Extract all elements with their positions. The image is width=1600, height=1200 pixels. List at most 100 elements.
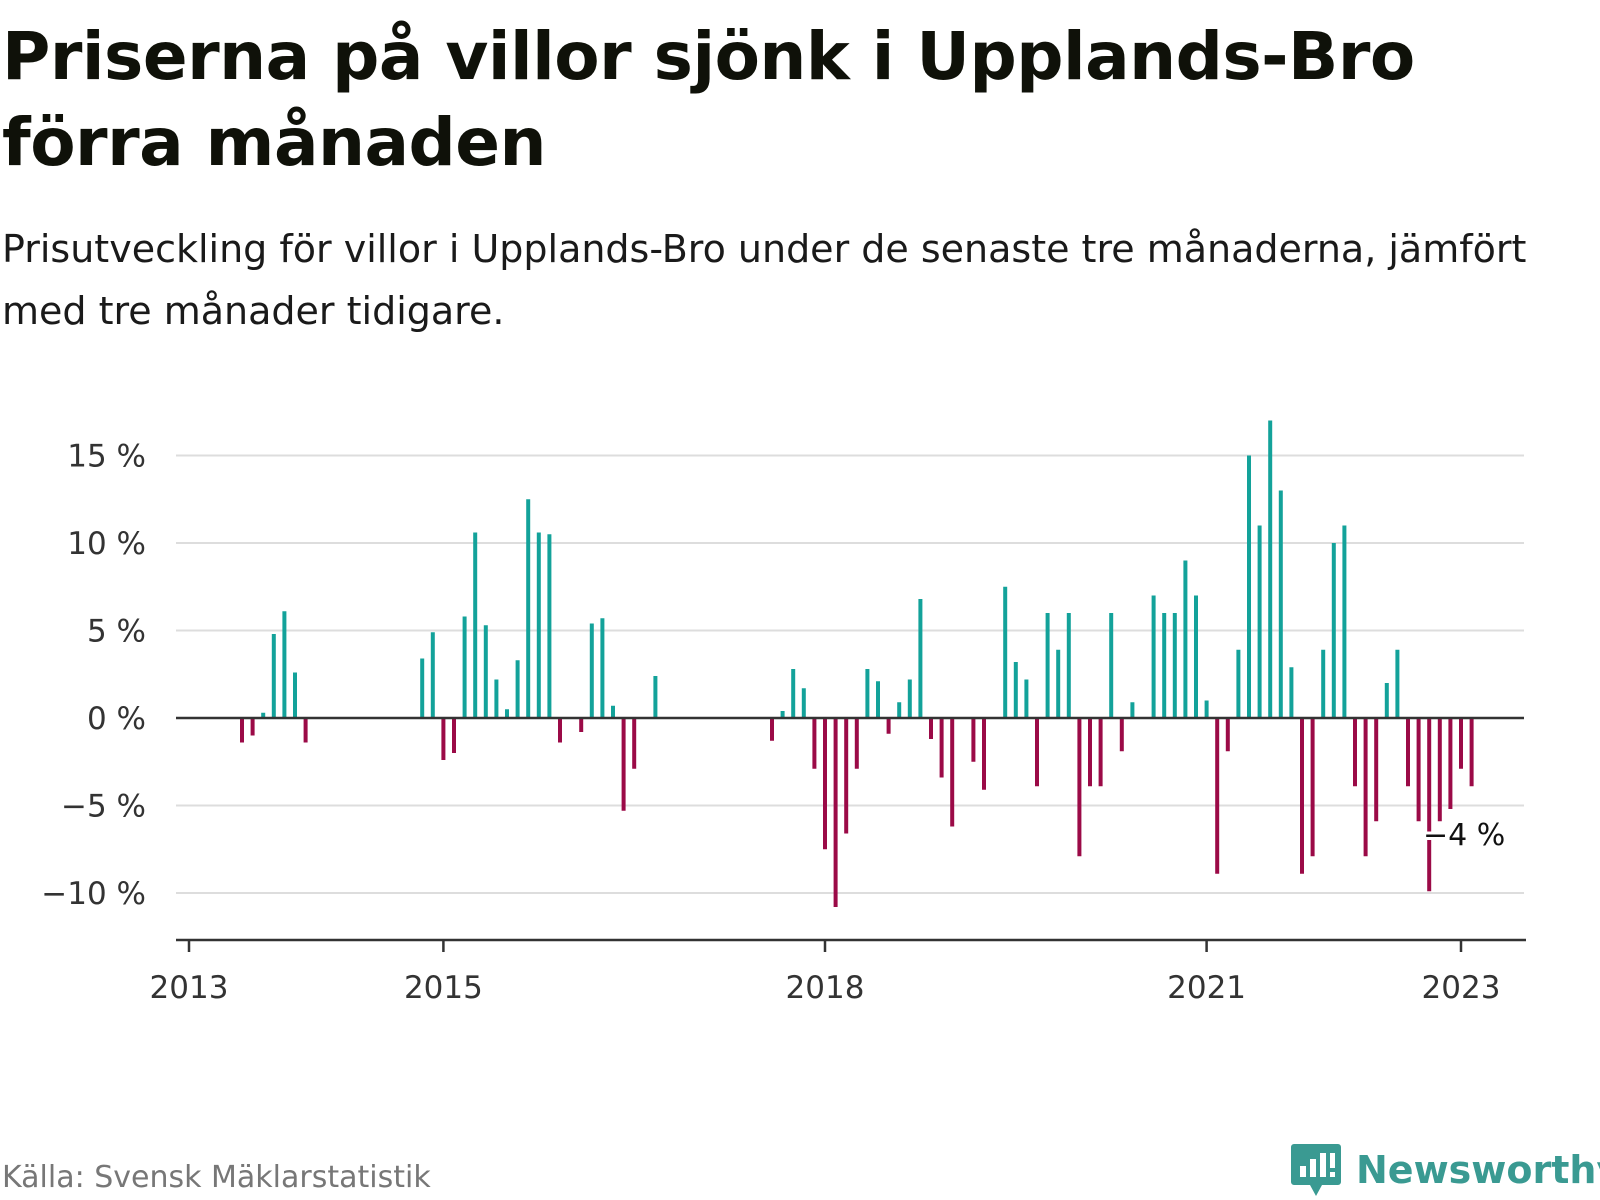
- bar-positive: [1331, 543, 1336, 718]
- bar-positive: [897, 702, 902, 718]
- bar-positive: [1109, 613, 1114, 718]
- bar-positive: [1130, 702, 1135, 718]
- bar-positive: [1247, 455, 1251, 718]
- y-tick-label: 10 %: [67, 526, 146, 562]
- bar-negative: [579, 718, 584, 732]
- source-note: Källa: Svensk Mäklarstatistik: [2, 1160, 431, 1195]
- bar-positive: [1066, 613, 1071, 718]
- brand-logo[interactable]: Newsworthy: [1290, 1142, 1600, 1198]
- x-tick-label: 2021: [1167, 970, 1246, 1006]
- bar-negative: [982, 718, 986, 790]
- bar-positive: [1013, 662, 1018, 718]
- bar-positive: [1384, 683, 1389, 718]
- bar-negative: [1310, 718, 1315, 857]
- bar-positive: [865, 669, 870, 718]
- bar-negative: [844, 718, 849, 834]
- bar-positive: [1172, 613, 1177, 718]
- bar-negative: [1469, 718, 1474, 787]
- bar-positive: [515, 660, 520, 718]
- bar-positive: [1289, 667, 1294, 718]
- bar-negative: [621, 718, 626, 811]
- grid-lines: [176, 454, 1524, 894]
- x-tick-label: 2013: [150, 970, 229, 1006]
- bar-positive: [1045, 613, 1050, 718]
- bar-negative: [558, 718, 562, 743]
- latest-value-label: −4 %: [1423, 818, 1505, 853]
- bar-positive: [271, 634, 276, 718]
- chart-subtitle: Prisutveckling för villor i Upplands-Bro…: [2, 227, 1527, 333]
- bar-positive: [589, 623, 594, 718]
- bar-negative: [939, 718, 944, 778]
- bar-negative: [1119, 718, 1124, 752]
- bar-negative: [1416, 718, 1421, 822]
- bar-positive: [611, 705, 615, 718]
- bar-positive: [293, 672, 297, 718]
- bar-negative: [1374, 718, 1379, 822]
- bar-negative: [833, 718, 838, 907]
- bar-negative: [240, 718, 244, 743]
- bar-negative: [812, 718, 817, 769]
- bar-negative: [1448, 718, 1453, 809]
- bar-positive: [536, 532, 541, 718]
- bar-negative: [1427, 718, 1432, 892]
- bar-positive: [1395, 649, 1400, 718]
- bar-negative: [452, 718, 456, 753]
- bar-positive: [494, 679, 499, 718]
- bar-positive: [1342, 525, 1347, 718]
- bar-positive: [282, 611, 287, 718]
- bar-positive: [430, 632, 435, 718]
- bar-positive: [1268, 420, 1273, 718]
- bar-positive: [653, 676, 658, 718]
- bar-negative: [250, 718, 255, 736]
- bar-positive: [1151, 595, 1156, 718]
- bar-positive: [600, 618, 605, 718]
- x-tick-label: 2015: [404, 970, 483, 1006]
- y-tick-label: 5 %: [87, 614, 146, 650]
- bar-positive: [1024, 679, 1029, 718]
- bar-positive: [261, 712, 266, 718]
- bar-negative: [1225, 718, 1230, 752]
- bar-positive: [907, 679, 912, 718]
- bar-negative: [1077, 718, 1082, 857]
- bars: [240, 420, 1474, 907]
- newsworthy-logo-icon: [1291, 1144, 1341, 1196]
- bar-positive: [1236, 649, 1241, 718]
- bar-positive: [1003, 586, 1008, 718]
- bar-negative: [950, 718, 955, 827]
- bar-negative: [1300, 718, 1304, 874]
- bar-negative: [1088, 718, 1092, 787]
- bar-positive: [780, 711, 785, 718]
- bar-negative: [632, 718, 637, 769]
- chart-title: Priserna på villor sjönk i Upplands-Bro …: [2, 18, 1415, 181]
- bar-negative: [1459, 718, 1463, 769]
- brand-name: Newsworthy: [1356, 1148, 1600, 1192]
- bar-negative: [770, 718, 774, 741]
- bar-positive: [1183, 560, 1188, 718]
- bar-negative: [1215, 718, 1220, 874]
- bar-positive: [1194, 595, 1198, 718]
- bar-positive: [1278, 490, 1283, 718]
- bar-positive: [420, 658, 425, 718]
- y-tick-label: −10 %: [41, 876, 146, 912]
- bar-positive: [1257, 525, 1262, 718]
- bar-negative: [1363, 718, 1368, 857]
- bar-negative: [886, 718, 891, 734]
- bar-positive: [1321, 649, 1326, 718]
- bar-positive: [1162, 613, 1167, 718]
- bar-negative: [1035, 718, 1039, 787]
- bar-negative: [971, 718, 976, 762]
- y-tick-label: 0 %: [87, 701, 146, 737]
- bar-positive: [791, 669, 796, 718]
- bar-negative: [441, 718, 446, 760]
- tick-labels: 15 % 10 % 5 % 0 % −5 % −10 % 2013 2015 2018 2021 2…: [41, 439, 1508, 1007]
- bar-negative: [1406, 718, 1410, 787]
- bar-positive: [801, 688, 806, 718]
- bar-positive: [462, 616, 467, 718]
- bar-positive: [876, 681, 880, 718]
- bar-positive: [473, 532, 478, 718]
- bar-negative: [929, 718, 933, 739]
- bar-positive: [1204, 700, 1209, 718]
- bar-positive: [1056, 649, 1061, 718]
- bar-positive: [918, 599, 923, 718]
